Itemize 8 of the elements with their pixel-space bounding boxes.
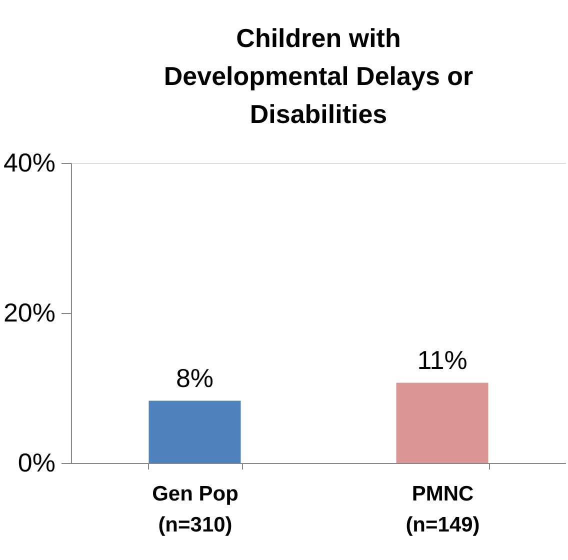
y-tick-label: 40% xyxy=(3,148,56,178)
chart-title: Children with Developmental Delays or Disabilities xyxy=(164,23,474,129)
data-label: 11% xyxy=(417,344,468,375)
x-tick-label: PMNC (n=149) xyxy=(406,482,480,536)
y-tick-label: 0% xyxy=(18,448,56,478)
x-tick-label: Gen Pop (n=310) xyxy=(152,482,238,536)
data-label: 8% xyxy=(176,362,214,393)
y-tick-label: 20% xyxy=(3,298,56,328)
